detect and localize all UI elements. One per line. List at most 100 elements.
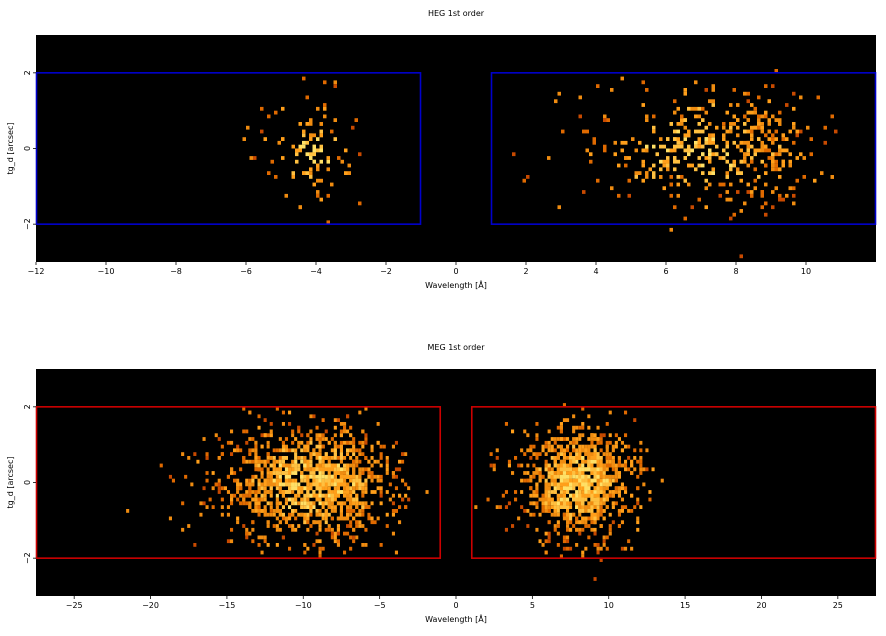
heg-event-pixel bbox=[739, 148, 743, 153]
heg-event-pixel bbox=[746, 144, 750, 149]
meg-event-pixel bbox=[318, 478, 322, 483]
meg-event-pixel bbox=[364, 467, 368, 472]
meg-event-pixel bbox=[205, 452, 209, 456]
meg-event-pixel bbox=[581, 474, 585, 479]
heg-event-pixel bbox=[627, 193, 631, 198]
meg-event-pixel bbox=[584, 546, 588, 551]
meg-event-pixel bbox=[562, 482, 566, 487]
meg-event-pixel bbox=[559, 444, 563, 449]
meg-event-pixel bbox=[578, 425, 582, 430]
meg-event-pixel bbox=[608, 433, 612, 438]
meg-event-pixel bbox=[333, 531, 337, 536]
meg-event-pixel bbox=[349, 433, 353, 438]
meg-event-pixel bbox=[608, 524, 612, 528]
meg-event-pixel bbox=[593, 486, 597, 491]
meg-event-pixel bbox=[281, 444, 285, 449]
meg-event-pixel bbox=[566, 546, 570, 551]
meg-event-pixel bbox=[569, 493, 573, 498]
meg-event-pixel bbox=[556, 425, 560, 430]
meg-event-pixel bbox=[590, 490, 594, 494]
meg-event-pixel bbox=[315, 531, 319, 536]
heg-event-pixel bbox=[722, 182, 726, 187]
meg-event-pixel bbox=[242, 429, 246, 434]
meg-event-pixel bbox=[562, 403, 566, 407]
heg-event-pixel bbox=[739, 178, 743, 183]
heg-event-pixel bbox=[729, 129, 733, 134]
meg-event-pixel bbox=[593, 505, 597, 509]
meg-event-pixel bbox=[569, 459, 573, 464]
heg-event-pixel bbox=[792, 91, 796, 96]
meg-event-pixel bbox=[343, 501, 347, 506]
meg-event-pixel bbox=[303, 478, 307, 483]
meg-event-pixel bbox=[230, 429, 234, 434]
meg-event-pixel bbox=[544, 550, 548, 555]
meg-event-pixel bbox=[288, 467, 292, 472]
heg-x-tick-label: −8 bbox=[170, 267, 182, 276]
meg-event-pixel bbox=[605, 546, 609, 551]
meg-event-pixel bbox=[572, 459, 576, 464]
meg-event-pixel bbox=[297, 486, 301, 491]
meg-event-pixel bbox=[587, 509, 591, 513]
meg-event-pixel bbox=[599, 433, 603, 438]
meg-event-pixel bbox=[260, 444, 264, 449]
heg-event-pixel bbox=[722, 122, 726, 126]
meg-event-pixel bbox=[474, 505, 478, 509]
heg-event-pixel bbox=[746, 190, 750, 194]
meg-event-pixel bbox=[260, 474, 264, 479]
heg-event-pixel bbox=[701, 144, 705, 149]
meg-event-pixel bbox=[181, 452, 185, 456]
heg-event-pixel bbox=[729, 125, 733, 130]
heg-event-pixel bbox=[298, 122, 302, 126]
heg-event-pixel bbox=[767, 137, 771, 141]
heg-event-pixel bbox=[795, 156, 799, 160]
meg-event-pixel bbox=[294, 516, 298, 521]
meg-event-pixel bbox=[330, 493, 334, 498]
meg-event-pixel bbox=[324, 452, 328, 456]
heg-event-pixel bbox=[739, 254, 743, 259]
meg-event-pixel bbox=[385, 463, 389, 468]
meg-event-pixel bbox=[288, 486, 292, 491]
meg-event-pixel bbox=[361, 524, 365, 528]
meg-event-pixel bbox=[379, 456, 383, 460]
meg-event-pixel bbox=[532, 490, 536, 494]
meg-event-pixel bbox=[349, 505, 353, 509]
meg-event-pixel bbox=[349, 486, 353, 491]
heg-event-pixel bbox=[358, 152, 362, 157]
meg-event-pixel bbox=[602, 516, 606, 521]
meg-event-pixel bbox=[602, 509, 606, 513]
heg-event-pixel bbox=[830, 114, 834, 119]
meg-event-pixel bbox=[239, 486, 243, 491]
meg-event-pixel bbox=[569, 456, 573, 460]
meg-event-pixel bbox=[590, 471, 594, 475]
meg-event-pixel bbox=[581, 433, 585, 438]
meg-event-pixel bbox=[266, 474, 270, 479]
heg-event-pixel bbox=[312, 182, 316, 187]
meg-event-pixel bbox=[550, 444, 554, 449]
meg-event-pixel bbox=[263, 463, 267, 468]
meg-event-pixel bbox=[526, 433, 530, 438]
meg-event-pixel bbox=[566, 474, 570, 479]
meg-event-pixel bbox=[312, 505, 316, 509]
meg-event-pixel bbox=[306, 482, 310, 487]
meg-event-pixel bbox=[605, 486, 609, 491]
meg-event-pixel bbox=[281, 459, 285, 464]
meg-event-pixel bbox=[575, 543, 579, 547]
meg-event-pixel bbox=[339, 505, 343, 509]
meg-event-pixel bbox=[318, 486, 322, 491]
meg-event-pixel bbox=[511, 471, 515, 475]
meg-event-pixel bbox=[596, 437, 600, 441]
meg-event-pixel bbox=[541, 543, 545, 547]
heg-event-pixel bbox=[326, 159, 330, 164]
meg-event-pixel bbox=[349, 493, 353, 498]
meg-event-pixel bbox=[275, 486, 279, 491]
meg-event-pixel bbox=[272, 463, 276, 468]
heg-x-tick-label: −2 bbox=[380, 267, 392, 276]
meg-event-pixel bbox=[343, 493, 347, 498]
meg-event-pixel bbox=[507, 501, 511, 506]
heg-event-pixel bbox=[305, 95, 309, 100]
meg-event-pixel bbox=[318, 463, 322, 468]
heg-event-pixel bbox=[337, 156, 341, 160]
meg-event-pixel bbox=[385, 512, 389, 517]
meg-event-pixel bbox=[281, 512, 285, 517]
